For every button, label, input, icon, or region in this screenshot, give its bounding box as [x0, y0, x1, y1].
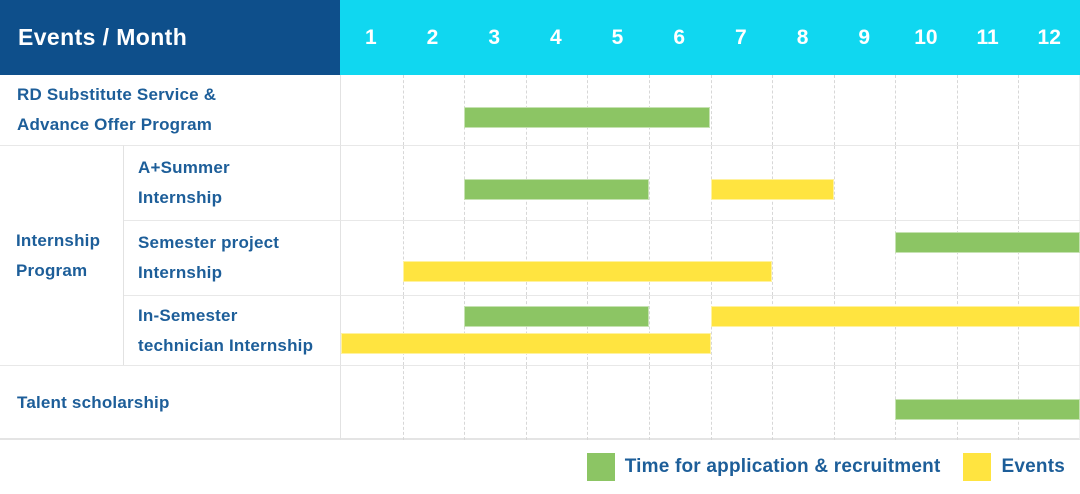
- group-label-line: Internship: [16, 230, 101, 250]
- event-bar: [710, 179, 834, 201]
- month-gridline: [402, 146, 404, 220]
- month-gridline: [1018, 146, 1020, 220]
- month-gridline: [772, 296, 774, 365]
- month-gridline: [956, 221, 958, 295]
- month-gridline: [464, 221, 466, 295]
- month-gridline: [402, 366, 404, 440]
- month-gridline: [895, 146, 897, 220]
- month-gridline: [525, 296, 527, 365]
- month-gridline: [464, 366, 466, 440]
- legend-swatch-events: [963, 453, 992, 481]
- month-gridline: [648, 296, 650, 365]
- month-gridline: [956, 146, 958, 220]
- month-gridline: [772, 221, 774, 295]
- month-gridline: [833, 296, 835, 365]
- month-gridline: [587, 221, 589, 295]
- row-label-a-plus-summer-internship: A+Summer Internship: [124, 145, 340, 220]
- month-gridline: [710, 75, 712, 145]
- month-header-5: 5: [611, 25, 624, 49]
- month-gridline: [402, 221, 404, 295]
- row-label-line: A+Summer: [138, 158, 230, 177]
- application-bar: [464, 179, 649, 201]
- event-bar: [402, 260, 773, 282]
- month-header-11: 11: [976, 25, 999, 49]
- month-gridline: [402, 75, 404, 145]
- month-gridline: [525, 366, 527, 440]
- events-month-title: Events / Month: [18, 24, 188, 50]
- row-label-line: Talent scholarship: [17, 393, 170, 412]
- row-label-line: Advance Offer Program: [17, 115, 213, 134]
- month-gridline: [710, 296, 712, 365]
- chart-row-rd-substitute-service: [340, 75, 1080, 145]
- legend: Time for application & recruitment Event…: [0, 440, 1080, 494]
- legend-label-application-recruitment: Time for application & recruitment: [624, 456, 941, 477]
- month-gridline: [464, 296, 466, 365]
- month-gridline: [525, 221, 527, 295]
- month-gridline: [772, 366, 774, 440]
- month-gridline: [587, 366, 589, 440]
- month-header-9: 9: [858, 25, 871, 49]
- month-header-7: 7: [735, 25, 747, 49]
- month-gridline: [956, 296, 958, 365]
- chart-row-a-plus-summer-internship: [340, 145, 1080, 220]
- legend-swatch-application-recruitment: [586, 453, 615, 481]
- chart-row-in-semester-technician-internship: [340, 295, 1080, 365]
- month-gridline: [956, 75, 958, 145]
- month-gridline: [833, 221, 835, 295]
- row-label-line: In-Semester: [138, 305, 238, 325]
- month-gridline: [1018, 296, 1020, 365]
- row-label-line: Internship: [138, 188, 223, 207]
- chart-row-talent-scholarship: [340, 365, 1080, 440]
- group-label-internship-program: Internship Program: [0, 145, 124, 365]
- event-bar: [710, 306, 1080, 328]
- chart-row-semester-project-internship: [340, 220, 1080, 295]
- row-label-line: Semester project: [138, 233, 280, 252]
- month-gridline: [648, 221, 650, 295]
- application-bar: [895, 399, 1080, 421]
- month-gridline: [833, 366, 835, 440]
- month-header-8: 8: [796, 25, 809, 49]
- month-gridline: [648, 366, 650, 440]
- month-gridline: [1018, 221, 1020, 295]
- month-gridline: [402, 296, 404, 365]
- month-gridline: [648, 146, 650, 220]
- event-bar: [341, 333, 711, 355]
- month-gridline: [710, 366, 712, 440]
- row-label-rd-substitute-service: RD Substitute Service & Advance Offer Pr…: [0, 75, 340, 145]
- month-header-4: 4: [550, 25, 562, 49]
- month-header-1: 1: [364, 25, 377, 49]
- month-gridline: [833, 75, 835, 145]
- row-label-talent-scholarship: Talent scholarship: [0, 365, 340, 440]
- month-header-10: 10: [914, 25, 938, 49]
- month-gridline: [710, 221, 712, 295]
- row-label-line: technician Internship: [138, 335, 314, 355]
- month-gridline: [895, 221, 897, 295]
- application-bar: [464, 306, 649, 328]
- month-gridline: [895, 75, 897, 145]
- application-bar: [895, 232, 1080, 254]
- events-month-header-cell: Events / Month: [0, 0, 340, 75]
- legend-label-events: Events: [1001, 456, 1065, 477]
- row-label-in-semester-technician-internship: In-Semester technician Internship: [124, 295, 340, 365]
- schedule-table: Events / Month 1 2 3 4 5 6 7 8 9 10 11 12 RD Substi…: [0, 0, 1080, 440]
- row-label-line: RD Substitute Service &: [17, 85, 217, 104]
- application-bar: [464, 106, 711, 128]
- month-gridline: [895, 296, 897, 365]
- month-gridline: [1018, 75, 1020, 145]
- month-header-3: 3: [488, 25, 501, 49]
- row-label-line: Internship: [138, 263, 223, 282]
- month-header-12: 12: [1037, 25, 1061, 49]
- month-gridline: [833, 146, 835, 220]
- month-gridline: [587, 296, 589, 365]
- month-gridline: [772, 75, 774, 145]
- row-label-semester-project-internship: Semester project Internship: [124, 220, 340, 295]
- group-label-line: Program: [16, 260, 88, 280]
- month-header-row: 1 2 3 4 5 6 7 8 9 10 11 12: [340, 0, 1080, 75]
- month-header-2: 2: [426, 25, 439, 49]
- month-header-6: 6: [673, 25, 686, 49]
